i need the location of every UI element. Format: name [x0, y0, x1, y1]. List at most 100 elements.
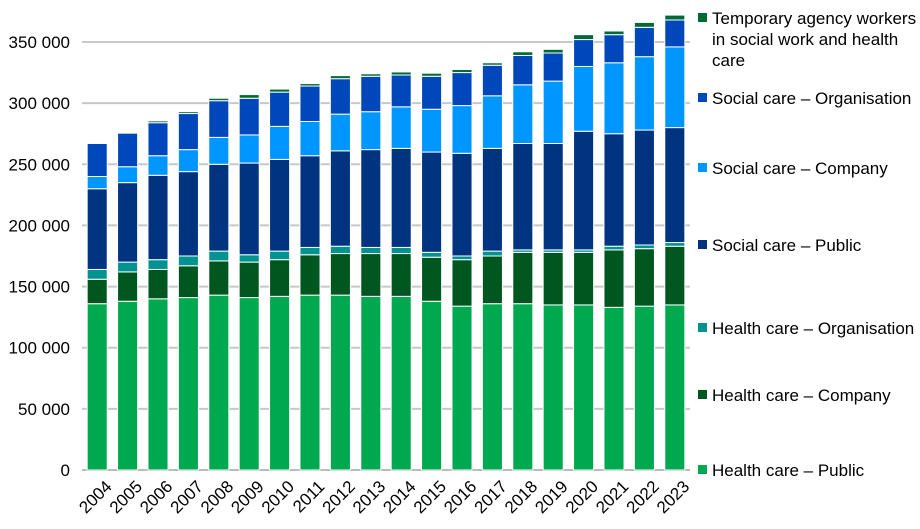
bar-segment: [177, 255, 199, 267]
bar-segment: [117, 182, 139, 263]
bar-segment: [299, 246, 321, 256]
bar-segment: [664, 14, 686, 21]
bar-segment: [269, 88, 291, 93]
bar-segment: [238, 261, 260, 299]
bar-segment: [481, 255, 503, 305]
legend-item: Social care – Organisation: [698, 88, 917, 109]
legend-swatch: [698, 390, 707, 399]
bar-segment: [390, 74, 412, 108]
bar-segment: [269, 91, 291, 127]
bar-segment: [329, 150, 351, 247]
bar-segment: [451, 72, 473, 107]
bar-segment: [238, 297, 260, 471]
bar-segment: [329, 245, 351, 255]
y-tick-label: 350 000: [9, 33, 70, 52]
y-tick-label: 300 000: [9, 94, 70, 113]
bar-segment: [664, 46, 686, 129]
bar-segment: [390, 71, 412, 76]
bar-segment: [603, 34, 625, 64]
bar-segment: [147, 298, 169, 471]
bar-segment: [208, 136, 230, 165]
bar-segment: [421, 256, 443, 302]
bar-segment: [512, 54, 534, 86]
bar-segment: [360, 253, 382, 297]
y-tick-label: 250 000: [9, 155, 70, 174]
bar-segment: [451, 259, 473, 307]
bar-segment: [208, 100, 230, 138]
bar-segment: [329, 253, 351, 296]
legend-item: Social care – Company: [698, 158, 917, 179]
bar-segment: [299, 83, 321, 87]
bar-segment: [633, 129, 655, 246]
bar-segment: [664, 19, 686, 48]
bar-segment: [208, 97, 230, 102]
bar-segment: [147, 122, 169, 157]
bar-segment: [421, 108, 443, 153]
bar-segment: [481, 147, 503, 252]
bar-segment: [177, 113, 199, 151]
bar-segment: [299, 155, 321, 248]
x-tick-label: 2018: [501, 477, 541, 517]
x-tick-label: 2006: [136, 477, 176, 517]
bar-segment: [573, 304, 595, 471]
bar-segment: [238, 134, 260, 164]
legend-swatch: [698, 13, 707, 22]
bar-segment: [512, 142, 534, 251]
bar-segment: [512, 84, 534, 144]
bar-segment: [390, 246, 412, 255]
bar-segment: [86, 142, 108, 178]
bar-segment: [329, 75, 351, 80]
x-tick-label: 2007: [167, 477, 207, 517]
bar-segment: [299, 120, 321, 157]
bar-segment: [603, 62, 625, 135]
x-tick-label: 2019: [531, 477, 571, 517]
bar-segment: [633, 21, 655, 28]
bar-segment: [390, 106, 412, 149]
bar-segment: [329, 294, 351, 471]
bar-segment: [238, 97, 260, 136]
legend-label: Social care – Public: [712, 236, 862, 255]
bar-segment: [269, 125, 291, 160]
bar-segment: [360, 73, 382, 77]
x-tick-label: 2013: [349, 477, 389, 517]
x-tick-label: 2022: [623, 477, 663, 517]
bar-segment: [633, 26, 655, 58]
bar-segment: [238, 254, 260, 263]
bar-segment: [299, 254, 321, 296]
legend-item: Temporary agency workers in social work …: [698, 8, 917, 71]
bar-segment: [664, 304, 686, 471]
bar-segment: [603, 133, 625, 247]
legend-label: Health care – Organisation: [712, 319, 915, 338]
bar-segment: [633, 248, 655, 307]
y-tick-label: 50 000: [18, 400, 70, 419]
legend-item: Social care – Public: [698, 235, 917, 256]
bar-segment: [147, 268, 169, 300]
legend-label: Social care – Organisation: [712, 89, 912, 108]
bar-segment: [177, 297, 199, 471]
bar-segment: [329, 78, 351, 115]
bar-segment: [208, 260, 230, 296]
bar-segment: [177, 171, 199, 257]
bar-segment: [177, 111, 199, 115]
bar-segment: [664, 245, 686, 306]
legend-swatch: [698, 163, 707, 172]
bar-segment: [603, 30, 625, 36]
x-tick-label: 2020: [562, 477, 602, 517]
bar-segment: [481, 95, 503, 149]
legend-swatch: [698, 323, 707, 332]
legend-swatch: [698, 240, 707, 249]
bar-segment: [117, 271, 139, 302]
bar-segment: [117, 261, 139, 273]
legend-item: Health care – Public: [698, 460, 917, 481]
x-tick-label: 2021: [592, 477, 632, 517]
x-tick-label: 2009: [227, 477, 267, 517]
bar-segment: [117, 166, 139, 184]
bar-segment: [573, 39, 595, 67]
bar-segment: [512, 51, 534, 56]
bar-segment: [360, 149, 382, 248]
bar-segment: [208, 250, 230, 262]
bar-segment: [451, 152, 473, 257]
bar-segment: [360, 75, 382, 113]
bar-segment: [329, 113, 351, 152]
